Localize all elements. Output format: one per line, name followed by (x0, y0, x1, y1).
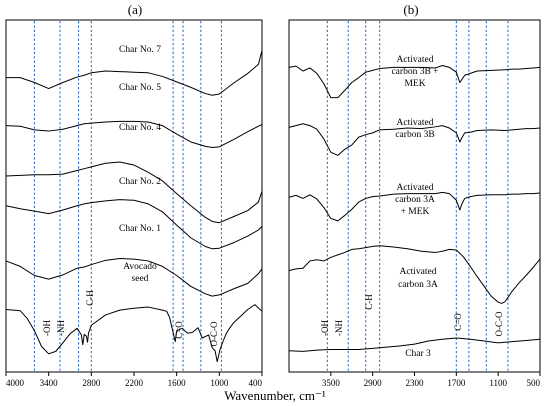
x-tick-label: 400 (249, 378, 263, 388)
panel-b-group-labels: -OH -NH C-H C=O O-C-O (320, 294, 504, 337)
spectrum-line (288, 123, 541, 156)
x-tick-label: 1000 (210, 378, 229, 388)
spectrum-line (5, 199, 263, 250)
spectrum-line (288, 191, 541, 222)
panel-a-curve-labels: Char No. 7 Char No. 5 Char No. 4 Char No… (119, 45, 161, 284)
curve-label: Char No. 5 (119, 83, 161, 93)
curve-label: Char No. 7 (119, 45, 161, 55)
spectrum-line (5, 161, 263, 224)
spectrum-line (288, 337, 541, 352)
x-tick-label: 1600 (168, 378, 187, 388)
curve-label: Char 3 (405, 349, 431, 359)
curve-label: carbon 3A (395, 195, 435, 205)
curve-label: Activated (397, 183, 434, 193)
curve-label: Activated (400, 267, 437, 277)
x-tick-label: 1700 (447, 378, 466, 388)
spectrum-line (288, 245, 541, 304)
group-label: -OH (320, 320, 330, 336)
curve-label: carbon 3B (395, 130, 434, 140)
x-tick-label: 1100 (489, 378, 507, 388)
curve-label: carbon 3A (398, 280, 438, 290)
curve-label: Activated (397, 118, 434, 128)
group-label: O-C-O (494, 311, 504, 336)
group-label: C-H (364, 294, 374, 310)
x-tick-label: 500 (527, 378, 541, 388)
x-tick-label: 2800 (82, 378, 101, 388)
panel-a-label: (a) (128, 2, 142, 17)
curve-label: + MEK (401, 207, 430, 217)
curve-label: Char No. 2 (119, 177, 161, 187)
curve-label: Activated (397, 55, 434, 65)
panel-b-label: (b) (403, 2, 418, 17)
x-tick-label: 2900 (364, 378, 383, 388)
group-label: O-C-O (209, 321, 219, 346)
spectrum-line (5, 258, 263, 297)
x-tick-label: 2200 (125, 378, 144, 388)
group-label: -OH (42, 320, 52, 336)
group-label: -NH (56, 320, 66, 336)
panel-b: 3500 2900 2300 1700 1100 500 (288, 19, 541, 388)
curve-label: Char No. 4 (119, 123, 161, 133)
curve-label: seed (132, 274, 149, 284)
group-label: C=O (453, 313, 463, 331)
x-tick-label: 4000 (6, 378, 25, 388)
group-label: C=O (174, 321, 184, 339)
curve-label: Char No. 1 (119, 224, 161, 234)
x-axis-label: Wavenumber, cm⁻¹ (224, 388, 326, 403)
group-label: C-H (85, 290, 95, 306)
x-tick-label: 3400 (40, 378, 59, 388)
curve-label: carbon 3B + (391, 67, 438, 77)
panel-a: 4000 3400 2800 2200 1600 1000 400 (5, 19, 263, 388)
panel-a-group-labels: -OH -NH C-H C=O O-C-O (42, 290, 219, 347)
spectrum-line (5, 120, 263, 148)
curve-label: Avocado (123, 262, 157, 272)
x-tick-label: 3500 (322, 378, 341, 388)
x-tick-label: 2300 (406, 378, 425, 388)
spectrum-line (5, 304, 263, 363)
spectrum-line (288, 65, 541, 99)
group-label: -NH (334, 320, 344, 336)
panel-b-curve-labels: Activated carbon 3B + MEK Activated carb… (391, 55, 438, 359)
spectrum-line (6, 50, 263, 96)
curve-label: MEK (404, 79, 425, 89)
